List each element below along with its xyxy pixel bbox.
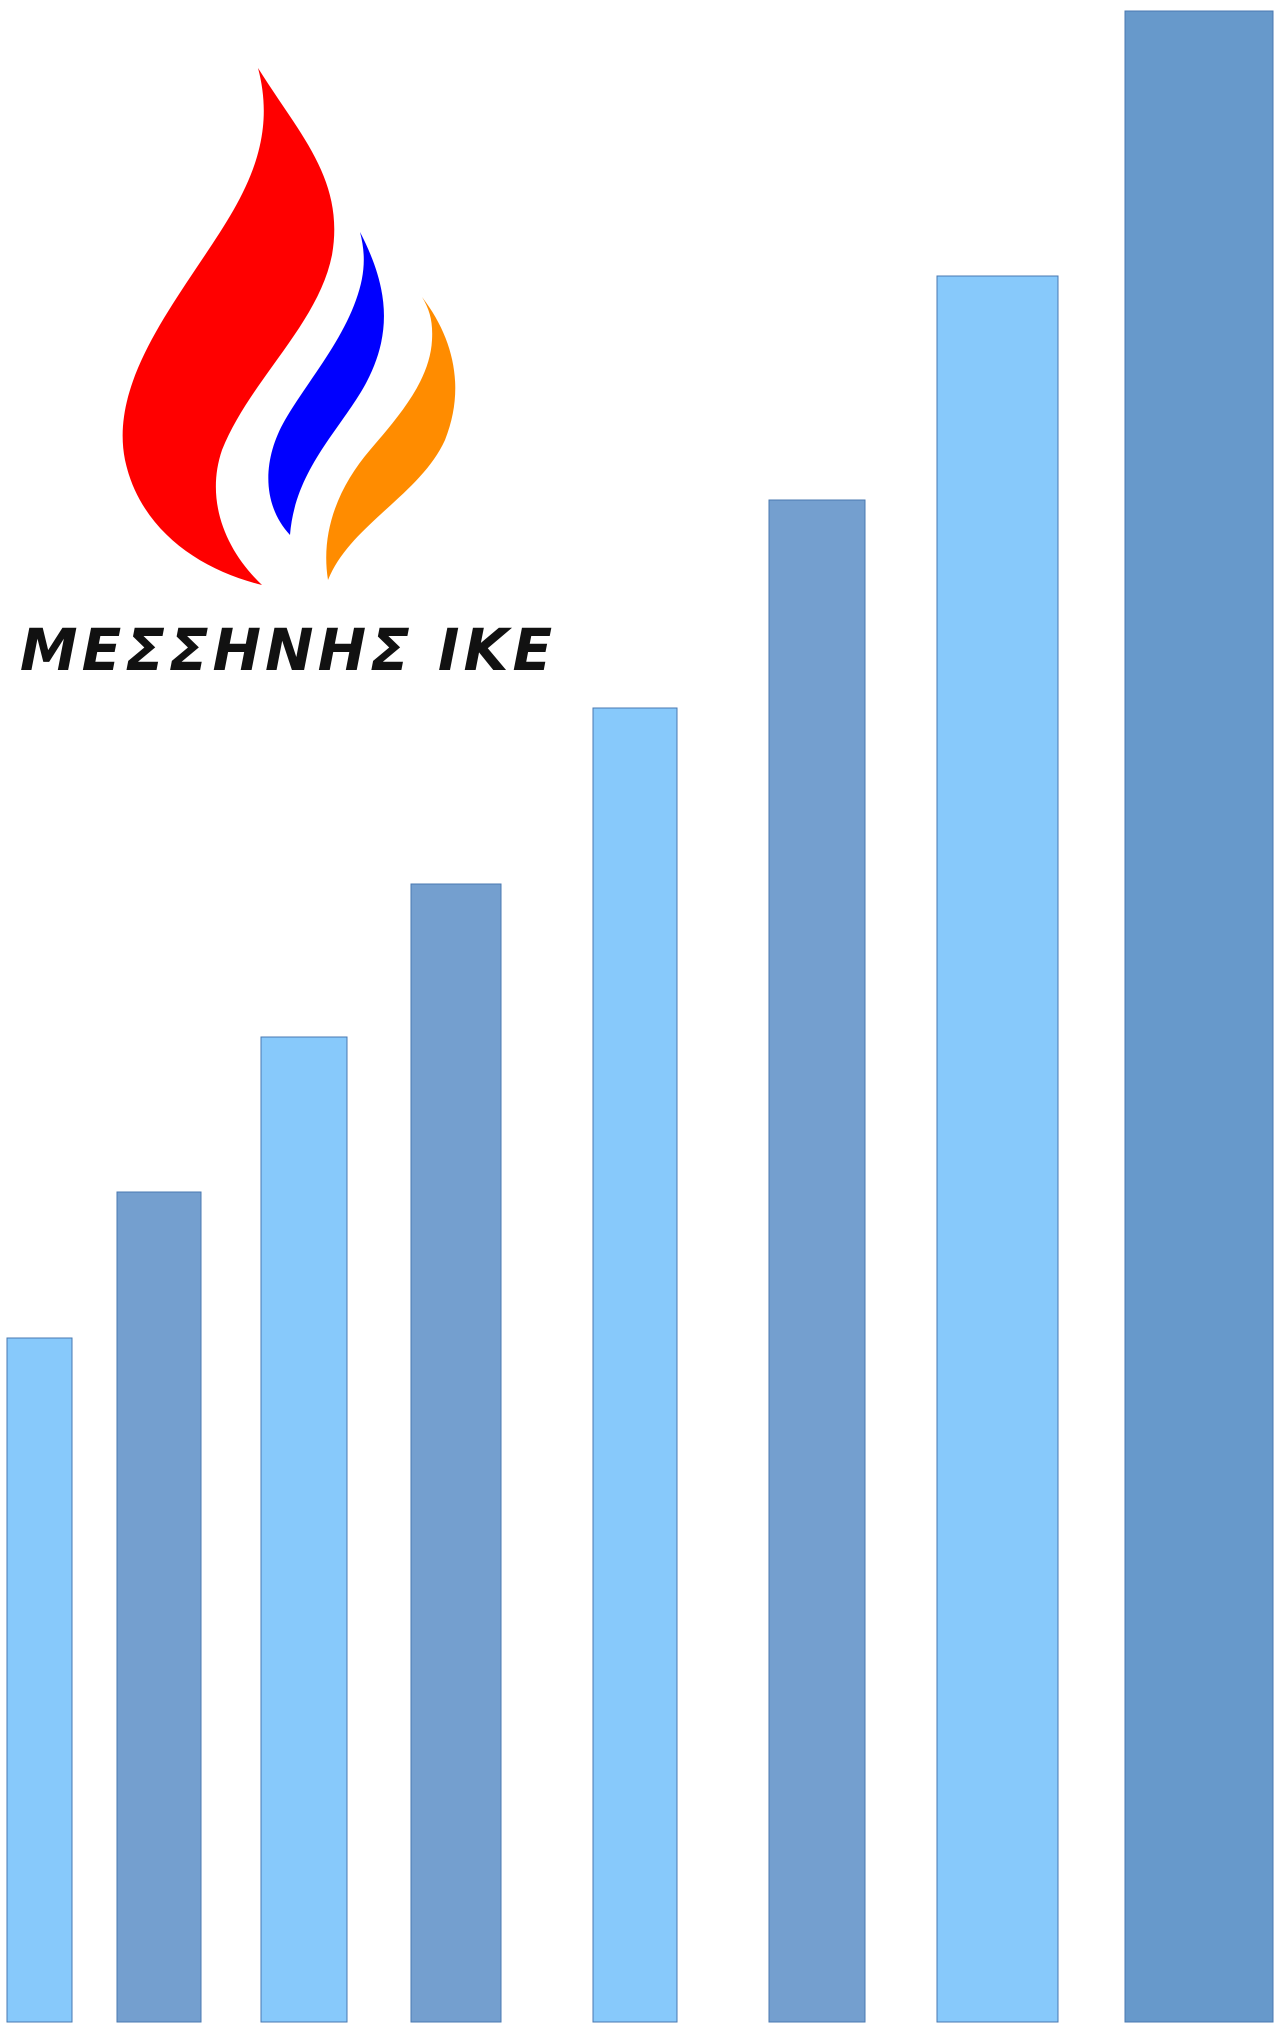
bar-2 [116,1191,202,2023]
company-name: ΜΕΣΣΗΝΗΣ ΙΚΕ [20,616,556,684]
bar-8 [1124,10,1274,2023]
bar-7 [936,275,1059,2023]
bar-1 [6,1337,73,2023]
bars-layer [6,10,1274,2023]
bar-6 [768,499,866,2023]
bar-4 [410,883,502,2023]
company-logo: ΜΕΣΣΗΝΗΣ ΙΚΕ [20,68,556,684]
blue-flame-icon [268,232,384,535]
orange-flame-icon [326,297,456,580]
bar-5 [592,707,678,2023]
bar-3 [260,1036,348,2023]
red-flame-icon [122,68,335,585]
